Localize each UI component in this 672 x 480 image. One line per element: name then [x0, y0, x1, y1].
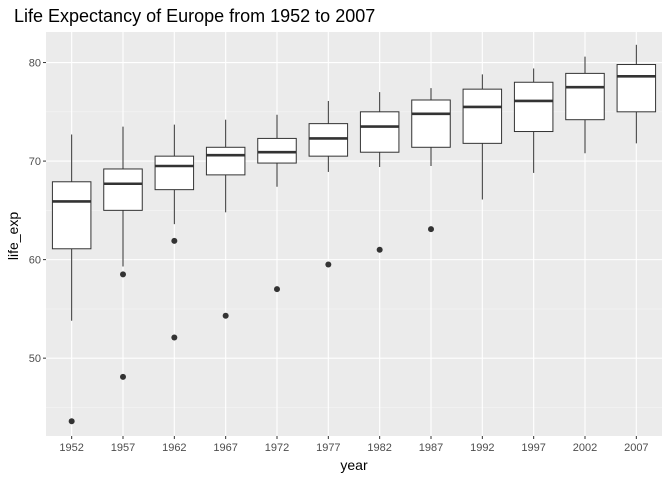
box-2007	[616, 44, 657, 144]
y-tick-label: 80	[29, 58, 41, 70]
box-1972	[257, 114, 297, 293]
box-2002	[565, 56, 605, 154]
outlier-point	[120, 373, 126, 380]
box-1962	[154, 124, 195, 341]
box-1982	[359, 92, 400, 253]
iqr-box	[565, 72, 605, 121]
x-tick-label: 1977	[316, 442, 340, 454]
x-tick-label: 1982	[367, 442, 391, 454]
x-axis: 1952 1957 1962 1967 1972 1977 1982 1987 1992 1997…	[59, 436, 649, 454]
outlier-point	[222, 312, 229, 319]
outlier-point	[171, 237, 178, 244]
y-axis: 50 60 70 80	[29, 58, 46, 365]
y-tick-label: 70	[29, 156, 41, 168]
box-1987	[411, 88, 451, 233]
x-tick-label: 2002	[573, 442, 597, 454]
x-tick-label: 1972	[265, 442, 289, 454]
box-1992	[462, 74, 503, 200]
outlier-point	[120, 271, 126, 278]
iqr-box	[51, 181, 92, 250]
x-tick-label: 2007	[624, 442, 648, 454]
plot-panel	[46, 32, 662, 436]
x-tick-label: 1997	[521, 442, 545, 454]
outlier-point	[68, 418, 75, 425]
box-series	[51, 44, 657, 425]
x-tick-label: 1957	[111, 442, 135, 454]
iqr-box	[616, 64, 657, 113]
outlier-point	[274, 286, 280, 293]
outlier-point	[428, 226, 434, 233]
outlier-point	[171, 334, 178, 341]
iqr-box	[257, 137, 297, 164]
chart-title: Life Expectancy of Europe from 1952 to 2…	[14, 6, 375, 26]
iqr-box	[359, 111, 400, 153]
box-1952	[51, 134, 92, 425]
y-axis-title: life_exp	[5, 212, 21, 260]
x-tick-label: 1962	[162, 442, 186, 454]
iqr-box	[205, 146, 246, 176]
outlier-point	[376, 246, 383, 253]
x-tick-label: 1992	[470, 442, 494, 454]
box-1997	[513, 68, 554, 173]
outlier-point	[325, 261, 332, 268]
iqr-box	[103, 168, 143, 211]
iqr-box	[154, 155, 195, 191]
box-1967	[205, 119, 246, 319]
iqr-box	[513, 81, 554, 133]
x-tick-label: 1967	[213, 442, 237, 454]
y-tick-label: 50	[29, 353, 41, 365]
iqr-box	[411, 99, 451, 148]
x-tick-label: 1952	[59, 442, 83, 454]
y-tick-label: 60	[29, 255, 41, 267]
x-axis-title: year	[340, 457, 368, 473]
x-tick-label: 1987	[419, 442, 443, 454]
box-1957	[103, 126, 143, 380]
iqr-box	[308, 123, 349, 157]
iqr-box	[462, 88, 503, 144]
box-1977	[308, 100, 349, 268]
